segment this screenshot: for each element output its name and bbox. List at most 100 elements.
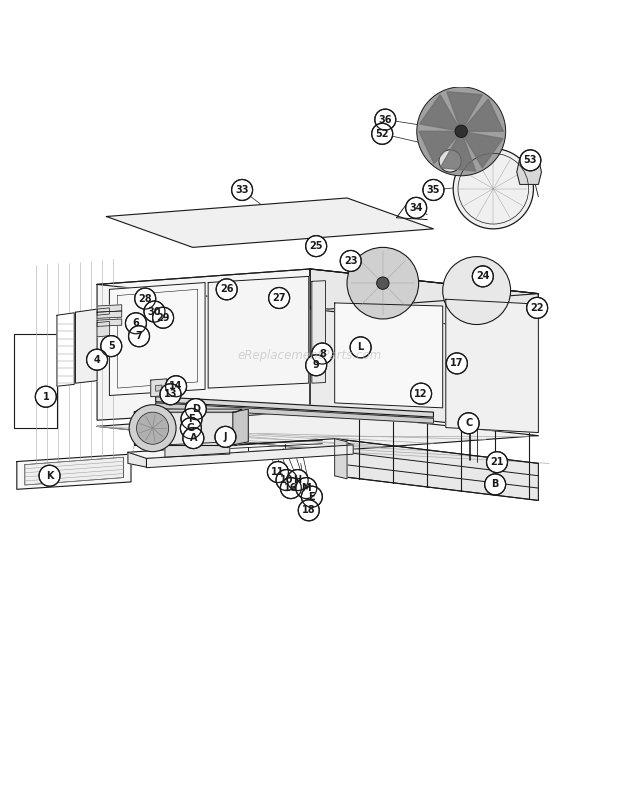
Circle shape [377,277,389,290]
Circle shape [526,297,547,318]
Circle shape [439,149,461,172]
Polygon shape [25,457,123,485]
Polygon shape [420,95,461,131]
Polygon shape [310,269,538,334]
Circle shape [296,478,317,498]
Text: C: C [465,418,472,428]
Circle shape [276,470,297,490]
Circle shape [166,376,187,397]
Text: 30: 30 [148,307,161,316]
Circle shape [485,474,506,495]
Circle shape [180,418,202,439]
Circle shape [347,248,419,319]
Text: L: L [358,343,364,352]
Polygon shape [128,439,353,459]
Polygon shape [208,276,309,388]
Polygon shape [17,454,131,490]
Text: 36: 36 [379,115,392,125]
Polygon shape [461,99,503,131]
Polygon shape [109,282,205,396]
Polygon shape [156,385,162,392]
Text: 52: 52 [376,129,389,138]
Circle shape [487,452,508,473]
Circle shape [232,180,252,200]
Circle shape [372,123,392,144]
Circle shape [125,312,146,334]
Text: 23: 23 [344,256,358,266]
Polygon shape [97,269,538,309]
Text: E: E [309,492,315,501]
Polygon shape [233,409,248,445]
Text: D: D [192,404,200,414]
Text: 34: 34 [409,202,423,213]
Polygon shape [516,158,541,184]
Text: 11: 11 [271,467,285,477]
Text: 12: 12 [414,388,428,399]
Circle shape [306,236,327,256]
Text: 17: 17 [450,358,464,369]
Polygon shape [97,308,109,316]
Text: 22: 22 [530,303,544,313]
Circle shape [39,465,60,486]
Text: J: J [224,432,227,442]
Polygon shape [134,412,236,445]
Circle shape [268,287,290,308]
Text: 21: 21 [490,457,504,467]
Circle shape [185,399,206,419]
Text: 18: 18 [302,505,316,515]
Circle shape [520,149,541,171]
Circle shape [136,412,169,445]
Text: G: G [187,423,195,433]
Polygon shape [165,442,230,457]
Circle shape [101,335,122,357]
Circle shape [301,486,322,507]
Circle shape [453,149,533,229]
Polygon shape [134,409,242,412]
Circle shape [455,125,467,138]
Polygon shape [419,131,461,164]
Polygon shape [335,439,538,501]
Circle shape [446,353,467,374]
Text: 5: 5 [108,341,115,351]
Text: 7: 7 [136,331,143,341]
Polygon shape [187,403,199,413]
Circle shape [216,279,237,300]
Text: 29: 29 [156,312,170,323]
Circle shape [410,383,432,404]
Circle shape [129,405,176,452]
Text: 9: 9 [313,360,319,370]
Text: 6: 6 [133,318,140,328]
Circle shape [417,87,506,176]
Text: 8: 8 [319,349,326,358]
Circle shape [312,343,333,364]
Polygon shape [146,445,353,467]
Polygon shape [156,403,433,423]
Polygon shape [97,411,538,451]
Polygon shape [182,422,194,433]
Circle shape [144,301,165,322]
Circle shape [287,470,308,490]
Polygon shape [76,309,97,383]
Text: 1: 1 [42,392,49,402]
Text: 53: 53 [524,155,537,165]
Polygon shape [310,269,538,433]
Polygon shape [335,303,443,408]
Text: A: A [190,433,197,443]
Text: M: M [301,483,311,493]
Polygon shape [97,319,122,327]
Polygon shape [97,305,122,312]
Text: 16: 16 [284,483,298,493]
Polygon shape [447,92,482,131]
Text: K: K [46,471,53,481]
Circle shape [280,478,301,498]
Circle shape [298,500,319,520]
Circle shape [183,428,204,448]
Circle shape [267,461,288,483]
Polygon shape [97,321,109,337]
Text: 25: 25 [309,241,323,251]
Polygon shape [97,311,122,318]
Polygon shape [128,452,146,467]
Polygon shape [151,379,167,397]
Polygon shape [440,131,476,171]
Text: 13: 13 [164,389,177,399]
